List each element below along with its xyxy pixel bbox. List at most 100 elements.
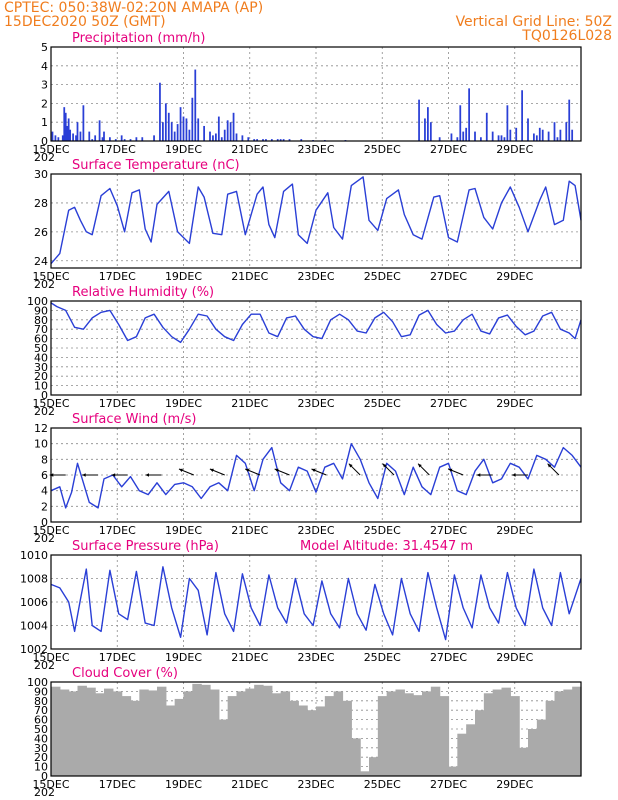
cloud-cover-bar [360,771,370,776]
wind-y-tick-label: 0 [41,516,48,529]
temp-y-tick-label: 24 [34,255,48,268]
wind-x-tick-label: 17DEC [99,524,136,537]
precip-bar [427,107,429,141]
precip-bar [61,135,64,141]
precip-bar [203,125,205,141]
pressure-y-tick-label: 1008 [20,573,48,586]
humidity-x-tick-label: 25DEC [364,397,401,410]
precip-bar [182,116,185,141]
wind-arrow-head [348,463,353,468]
wind-arrow-head [418,463,422,468]
precip-x-tick-label: 23DEC [297,143,334,156]
wind-y-tick-label: 10 [34,438,48,451]
cloud-cover-bar [307,710,317,776]
cloud-y-tick-label: 20 [34,751,48,764]
cloud-x-tick-label: 27DEC [430,778,467,791]
precip-bar [176,124,179,141]
pressure-x-tick-label: 25DEC [364,651,401,664]
precip-bar [262,139,264,141]
model-altitude: Model Altitude: 31.4547 m [300,539,473,554]
run-code: TQ0126L028 [521,28,612,44]
cloud-cover-bar [263,685,273,776]
precip-bar [79,131,82,141]
precip-y-tick-label: 1 [41,116,48,129]
station-header: CPTEC: 050:38W-02:20N AMAPA (AP) [4,0,263,16]
precip-x-tick-label: 21DEC [231,143,268,156]
temp-year-stub: 202 [34,278,55,291]
precip-bar [223,129,226,141]
precip-bar [521,90,523,141]
cloud-cover-bar [316,706,326,776]
wind-frame [50,427,582,523]
pressure-y-tick-label: 1004 [20,620,48,633]
cloud-cover-bar [245,688,255,776]
pressure-x-tick-label: 19DEC [165,651,202,664]
cloud-cover-bar [572,686,582,776]
cloud-cover-bar [369,757,379,776]
temp-y-tick-label: 28 [34,197,48,210]
humidity-x-tick-label: 29DEC [496,397,533,410]
grid-note: Vertical Grid Line: 50Z [456,14,612,30]
cloud-cover-bar [439,696,450,776]
cloud-cover-bar [324,696,335,776]
precip-bar [276,139,279,141]
cloud-y-tick-label: 100 [27,676,48,689]
cloud-cover-bar [457,733,467,776]
humidity-y-tick-label: 0 [41,389,48,402]
precipitation-panel: Precipitation (mm/h) 15DEC 17DEC 19DEC 21DE… [32,31,582,164]
cloud-cover-bar [510,696,520,776]
cloud-cover-bar [157,686,167,776]
precip-bar [141,137,144,141]
precip-bar [51,131,54,141]
temp-y-tick-label: 26 [34,226,48,239]
pressure-frame [50,554,582,650]
precip-bar [503,137,506,141]
wind-y-tick-label: 12 [34,422,48,435]
cloud-cover-bar [528,729,538,776]
humidity-y-tick-label: 90 [34,304,48,317]
humidity-y-tick-label: 100 [27,295,48,308]
precip-bar [438,137,441,141]
cloud-cover-bar [501,687,511,776]
cloud-x-tick-label: 29DEC [496,778,533,791]
cloud-cover-bar [77,685,87,776]
precip-y-tick-label: 4 [41,60,48,73]
precip-bar [553,122,556,141]
precip-bar [217,116,220,141]
cloud-cover-title: Cloud Cover (%) [72,666,178,681]
precip-bar [465,127,468,141]
cloud-cover-bar [492,689,503,776]
cloud-y-tick-label: 40 [34,732,48,745]
precip-bar [265,139,267,141]
cloud-y-tick-label: 60 [34,714,48,727]
cloud-y-tick-label: 0 [41,770,48,783]
precip-x-tick-label: 25DEC [364,143,401,156]
cloud-y-tick-label: 80 [34,695,48,708]
precip-x-tick-label: 29DEC [496,143,533,156]
precip-bar [72,133,74,141]
wind-x-tick-label: 29DEC [496,524,533,537]
temperature-panel: Surface Temperature (nC) 15DEC 17DEC 19DEC… [32,158,582,291]
cloud-cover-bar [130,700,140,776]
precip-bar [98,120,101,141]
humidity-panel: Relative Humidity (%) 15DEC 17DEC 19DEC 21D… [27,285,582,418]
cloud-cover-bar [430,686,441,776]
precip-bar [129,139,132,141]
precip-bar [57,137,60,141]
precip-bar [241,135,244,141]
cloud-cover-bar [112,691,123,776]
precip-bar [153,135,155,141]
pressure-x-tick-label: 15DEC [32,651,69,664]
precip-bar [76,122,79,141]
precip-bar [94,135,97,141]
precip-bar [527,118,529,141]
precip-x-tick-label: 27DEC [430,143,467,156]
wind-x-tick-label: 27DEC [430,524,467,537]
cloud-cover-bar [536,719,547,776]
humidity-x-tick-label: 23DEC [297,397,334,410]
wind-arrow-head [145,473,149,477]
precip-y-tick-label: 2 [41,97,48,110]
wind-x-tick-label: 15DEC [32,524,69,537]
precip-bar [506,105,509,141]
cloud-cover-bar [139,689,149,776]
